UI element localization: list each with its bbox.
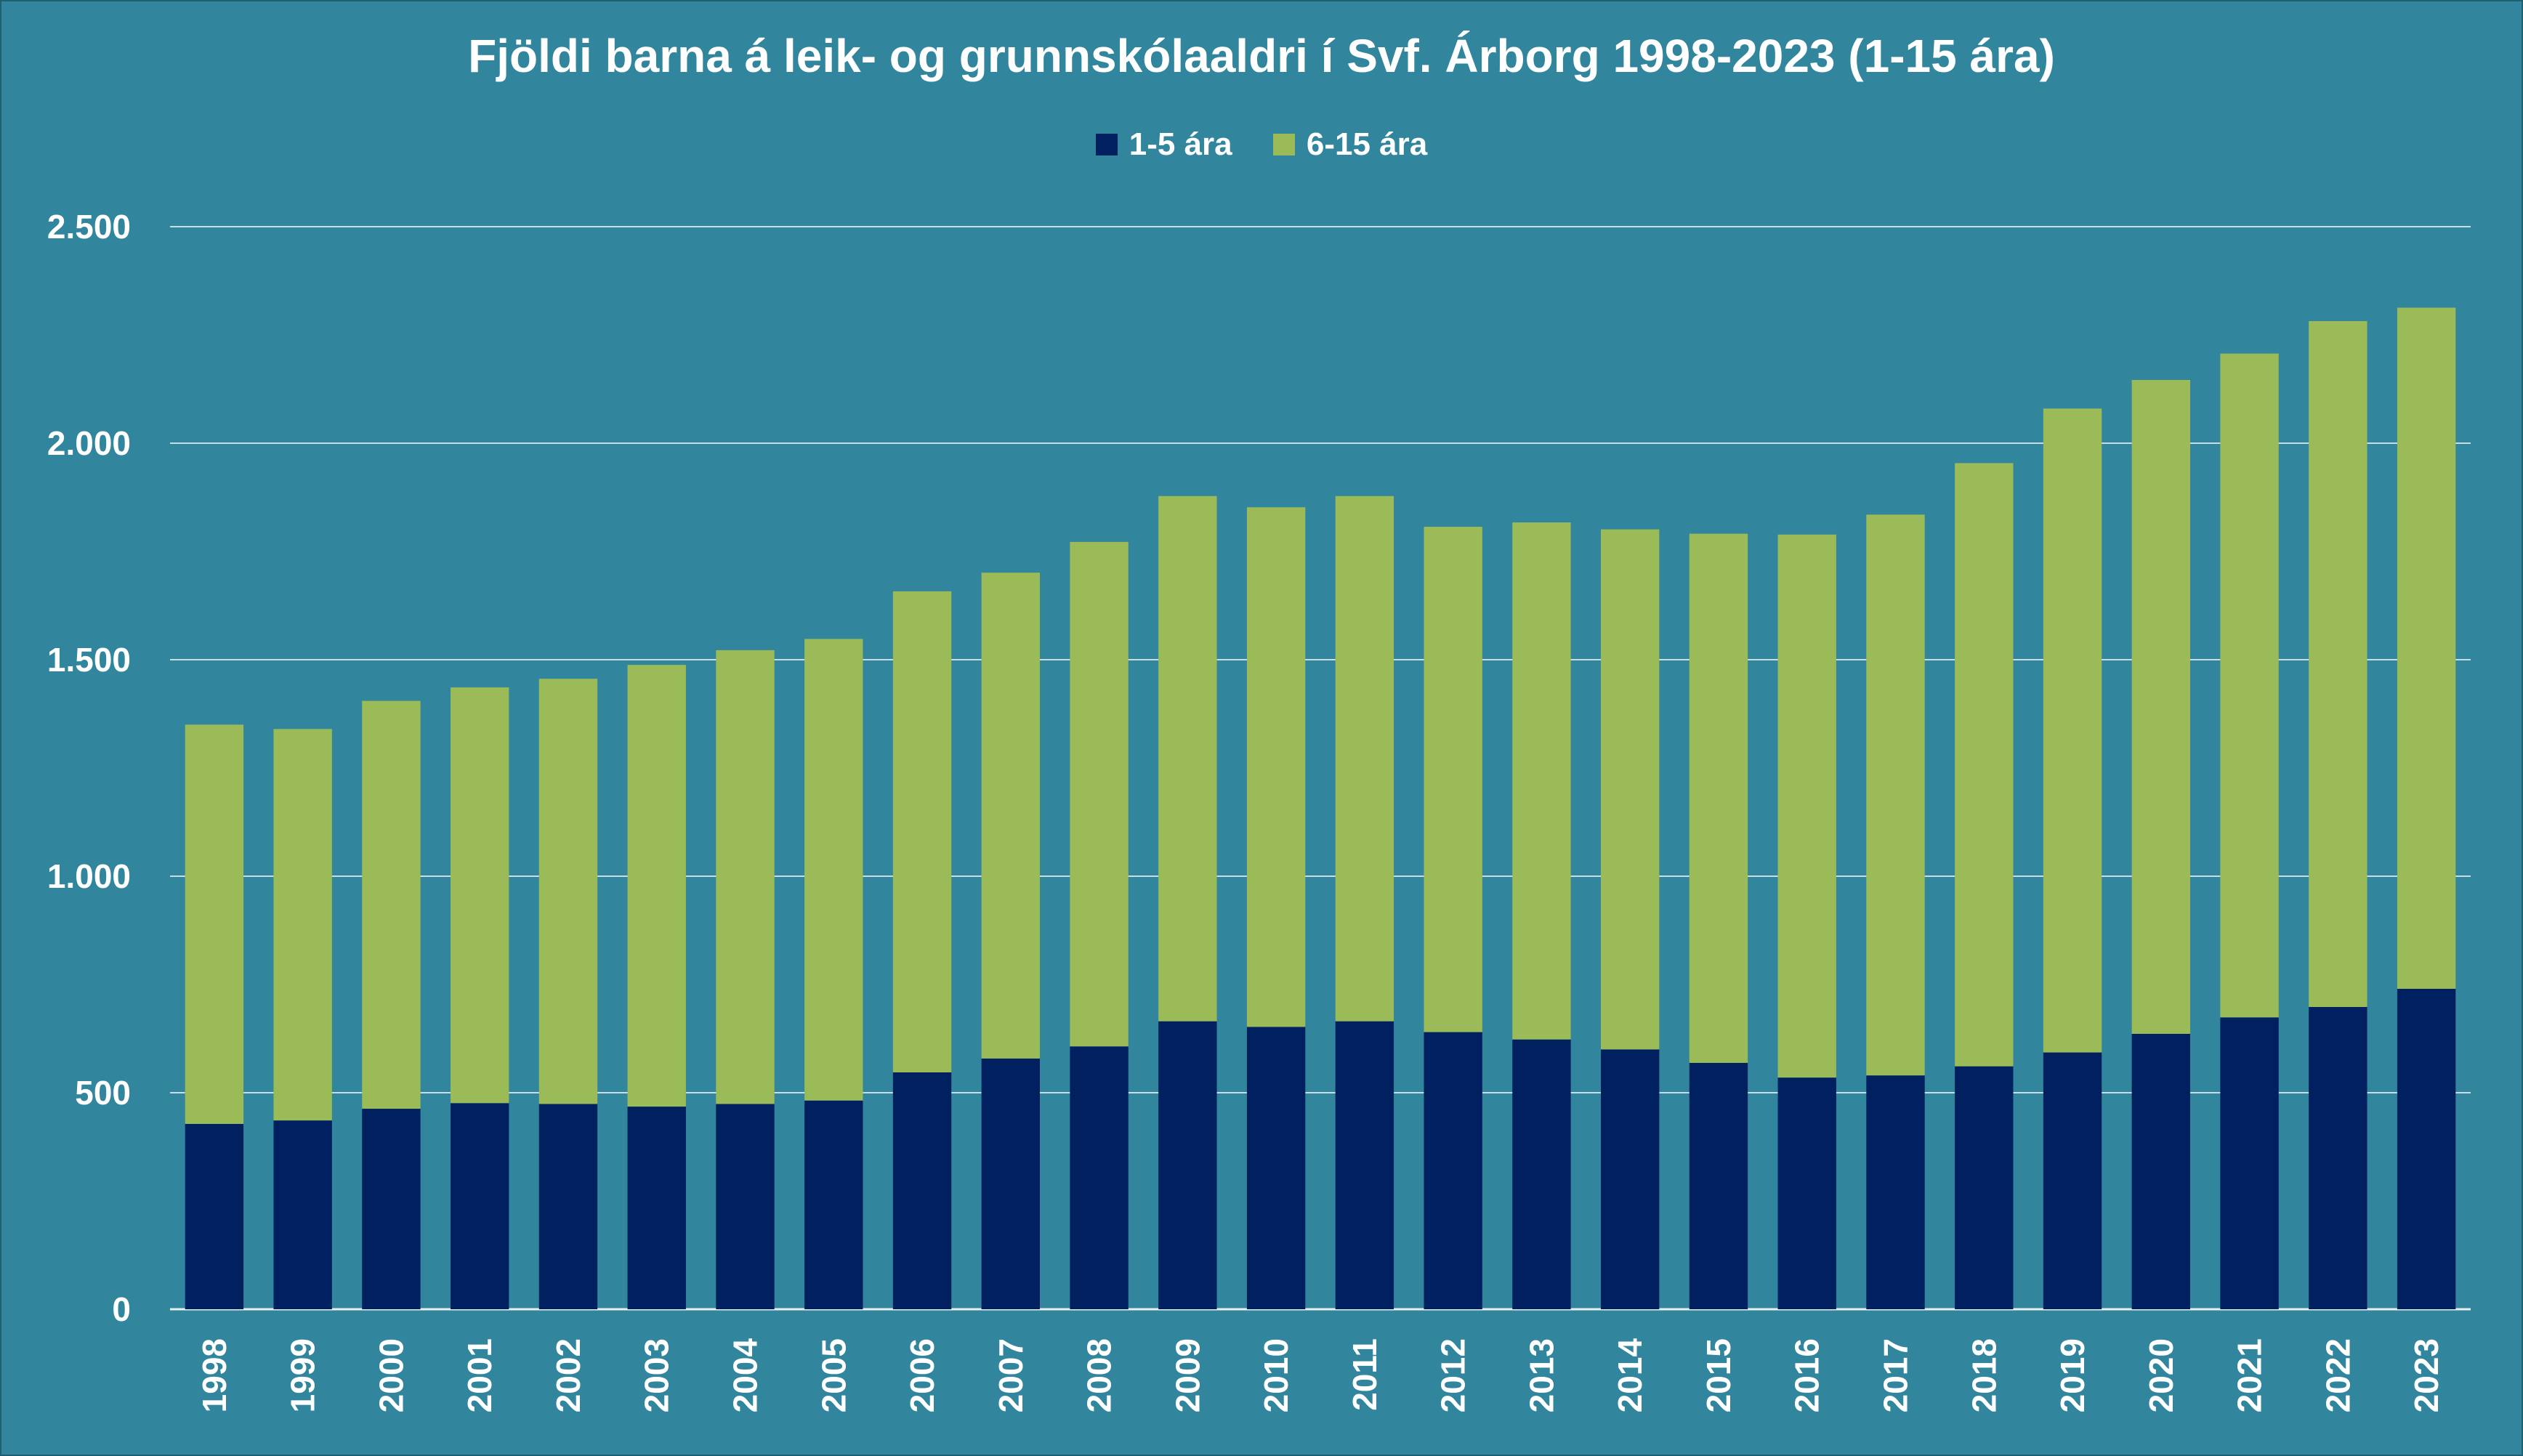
bar-6-15-2002: [538, 679, 598, 1104]
x-tick-label-2004: 2004: [727, 1338, 764, 1413]
legend-item-1-5: 1-5 ára: [1095, 126, 1232, 163]
y-tick-label: 2.000: [47, 424, 131, 462]
bar-1-5-2010: [1246, 1027, 1306, 1309]
x-tick-label-1999: 1999: [284, 1338, 322, 1412]
bar-1-5-2009: [1158, 1021, 1217, 1309]
bar-6-15-1998: [185, 724, 244, 1124]
bar-1-5-2011: [1335, 1021, 1394, 1309]
x-tick-label-2008: 2008: [1081, 1338, 1118, 1412]
bar-1-5-2003: [627, 1107, 686, 1309]
legend-label-6-15: 6-15 ára: [1306, 126, 1428, 162]
bar-6-15-2010: [1246, 507, 1306, 1027]
bar-1-5-2005: [804, 1100, 863, 1309]
x-tick-label-2022: 2022: [2319, 1338, 2357, 1412]
x-tick-label-2009: 2009: [1168, 1338, 1206, 1412]
bar-6-15-2001: [451, 687, 509, 1104]
bar-1-5-2022: [2309, 1006, 2367, 1309]
bar-6-15-2011: [1335, 496, 1394, 1022]
bar-6-15-1999: [273, 729, 332, 1121]
x-tick-label-2005: 2005: [815, 1338, 852, 1412]
bar-1-5-2008: [1070, 1046, 1129, 1309]
bar-6-15-2013: [1512, 522, 1571, 1040]
x-tick-label-2013: 2013: [1522, 1338, 1560, 1412]
bar-1-5-2023: [2397, 988, 2456, 1309]
x-tick-label-2006: 2006: [903, 1338, 941, 1412]
bar-1-5-2012: [1424, 1032, 1482, 1309]
legend-label-1-5: 1-5 ára: [1129, 126, 1232, 162]
x-tick-label-2016: 2016: [1788, 1338, 1826, 1412]
bar-1-5-1999: [273, 1120, 332, 1309]
chart-title: Fjöldi barna á leik- og grunnskólaaldri …: [468, 30, 2055, 82]
x-tick-label-1998: 1998: [195, 1338, 233, 1412]
x-tick-label-2007: 2007: [992, 1338, 1030, 1412]
bar-6-15-2006: [892, 591, 952, 1072]
bar-6-15-2016: [1777, 534, 1836, 1078]
legend-item-6-15: 6-15 ára: [1272, 126, 1428, 163]
bar-1-5-2002: [538, 1104, 598, 1309]
legend: 1-5 ára 6-15 ára: [1, 126, 2522, 163]
bar-6-15-2005: [804, 639, 863, 1101]
x-tick-label-2000: 2000: [372, 1338, 410, 1412]
bar-6-15-2000: [362, 700, 421, 1109]
y-tick-label: 1.000: [47, 857, 131, 895]
bar-6-15-2018: [1955, 463, 2014, 1067]
bar-1-5-2006: [892, 1072, 952, 1309]
x-tick-label-2002: 2002: [549, 1338, 587, 1412]
bar-1-5-2014: [1601, 1049, 1660, 1309]
bar-6-15-2009: [1158, 496, 1217, 1022]
bar-1-5-2000: [362, 1109, 421, 1309]
bar-1-5-2017: [1866, 1075, 1925, 1309]
x-tick-label-2021: 2021: [2231, 1338, 2269, 1412]
bar-1-5-2019: [2043, 1052, 2102, 1309]
bar-6-15-2003: [627, 665, 686, 1107]
legend-swatch-1-5: [1095, 134, 1118, 155]
bar-6-15-2014: [1601, 529, 1660, 1050]
bar-1-5-2013: [1512, 1039, 1571, 1309]
bar-6-15-2008: [1070, 541, 1129, 1047]
bar-1-5-2016: [1777, 1077, 1836, 1309]
x-tick-label-2003: 2003: [638, 1338, 676, 1412]
bar-1-5-2021: [2220, 1017, 2279, 1309]
bar-6-15-2004: [716, 650, 775, 1104]
bar-1-5-2020: [2131, 1033, 2190, 1309]
y-tick-label: 1.500: [47, 641, 131, 679]
bar-1-5-1998: [185, 1123, 244, 1309]
bar-6-15-2015: [1689, 533, 1748, 1063]
x-tick-label-2023: 2023: [2407, 1338, 2445, 1412]
x-tick-label-2012: 2012: [1434, 1338, 1472, 1412]
x-tick-label-2015: 2015: [1700, 1338, 1737, 1412]
bar-1-5-2018: [1955, 1066, 2014, 1309]
bar-6-15-2007: [981, 573, 1040, 1059]
bar-1-5-2015: [1689, 1062, 1748, 1309]
bar-1-5-2007: [981, 1058, 1040, 1309]
legend-swatch-6-15: [1272, 134, 1295, 155]
bar-6-15-2017: [1866, 514, 1925, 1076]
bar-1-5-2004: [716, 1104, 775, 1309]
y-tick-label: 2.500: [47, 208, 131, 246]
x-tick-label-2018: 2018: [1965, 1338, 2003, 1412]
bar-1-5-2001: [451, 1103, 509, 1309]
y-tick-label: 0: [112, 1290, 131, 1328]
x-tick-label-2001: 2001: [461, 1338, 498, 1412]
x-tick-label-2019: 2019: [2054, 1338, 2091, 1412]
bar-6-15-2021: [2220, 353, 2279, 1018]
bar-6-15-2012: [1424, 527, 1482, 1032]
x-tick-label-2010: 2010: [1257, 1338, 1295, 1412]
bar-6-15-2020: [2131, 379, 2190, 1034]
x-tick-label-2020: 2020: [2142, 1338, 2180, 1412]
bar-6-15-2022: [2309, 320, 2367, 1007]
bar-6-15-2019: [2043, 408, 2102, 1053]
x-tick-label-2017: 2017: [1877, 1338, 1915, 1412]
x-tick-label-2011: 2011: [1346, 1338, 1384, 1411]
y-tick-label: 500: [75, 1074, 131, 1112]
bar-6-15-2023: [2397, 307, 2456, 989]
x-tick-label-2014: 2014: [1611, 1338, 1649, 1413]
